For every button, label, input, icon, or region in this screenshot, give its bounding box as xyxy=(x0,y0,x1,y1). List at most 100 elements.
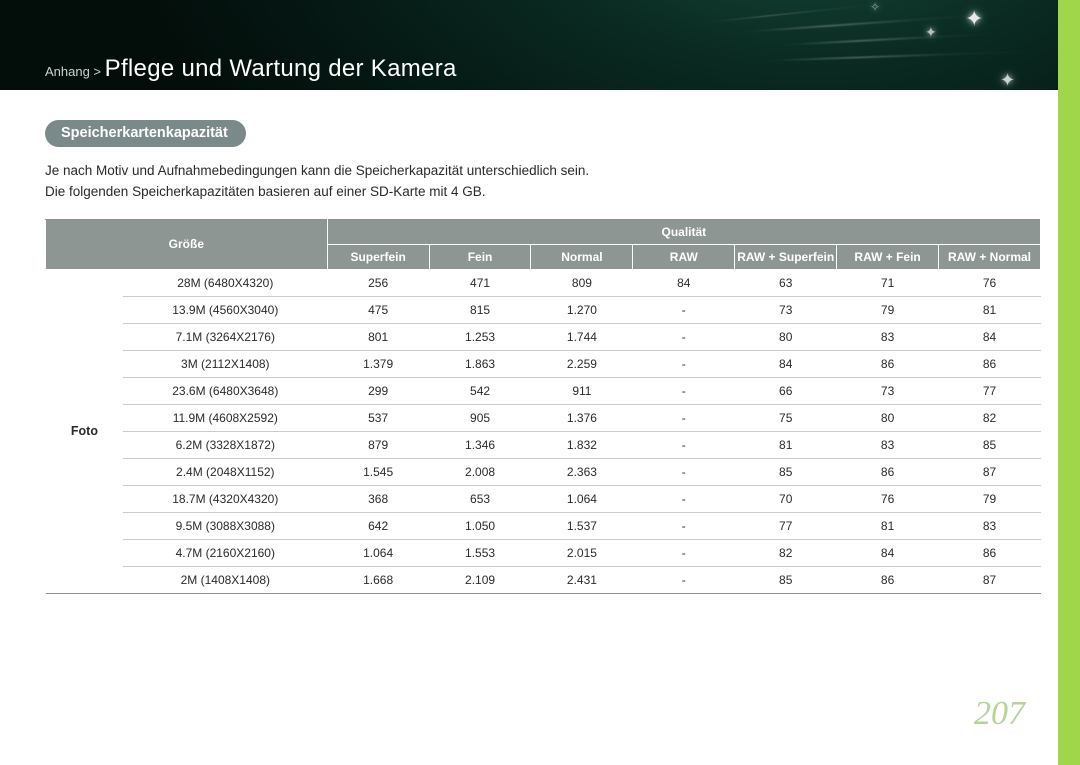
value-cell: 82 xyxy=(939,404,1041,431)
value-cell: - xyxy=(633,485,735,512)
value-cell: 84 xyxy=(939,323,1041,350)
value-cell: 71 xyxy=(837,269,939,296)
side-accent-bar xyxy=(1058,0,1080,765)
value-cell: 475 xyxy=(327,296,429,323)
value-cell: 86 xyxy=(939,350,1041,377)
value-cell: 2.109 xyxy=(429,566,531,593)
value-cell: 83 xyxy=(837,323,939,350)
value-cell: 84 xyxy=(735,350,837,377)
value-cell: 368 xyxy=(327,485,429,512)
value-cell: 299 xyxy=(327,377,429,404)
value-cell: 81 xyxy=(939,296,1041,323)
sparkle-icon: ✦ xyxy=(925,24,937,41)
size-cell: 13.9M (4560X3040) xyxy=(123,296,327,323)
value-cell: 63 xyxy=(735,269,837,296)
section-heading: Speicherkartenkapazität xyxy=(45,120,246,147)
value-cell: 82 xyxy=(735,539,837,566)
value-cell: - xyxy=(633,512,735,539)
th-quality-sub: Normal xyxy=(531,244,633,269)
value-cell: 2.363 xyxy=(531,458,633,485)
value-cell: - xyxy=(633,404,735,431)
table-row: 7.1M (3264X2176)8011.2531.744-808384 xyxy=(46,323,1041,350)
value-cell: 87 xyxy=(939,458,1041,485)
value-cell: 86 xyxy=(939,539,1041,566)
value-cell: 1.863 xyxy=(429,350,531,377)
value-cell: 1.376 xyxy=(531,404,633,431)
row-group-label: Foto xyxy=(46,269,124,593)
sparkle-icon: ✦ xyxy=(1000,70,1015,90)
value-cell: 1.050 xyxy=(429,512,531,539)
value-cell: - xyxy=(633,296,735,323)
sparkle-icon: ✧ xyxy=(870,0,880,14)
value-cell: - xyxy=(633,431,735,458)
capacity-table: Größe Qualität SuperfeinFeinNormalRAWRAW… xyxy=(45,219,1041,594)
value-cell: - xyxy=(633,377,735,404)
value-cell: 70 xyxy=(735,485,837,512)
value-cell: 76 xyxy=(837,485,939,512)
value-cell: 73 xyxy=(837,377,939,404)
table-row: 18.7M (4320X4320)3686531.064-707679 xyxy=(46,485,1041,512)
value-cell: 75 xyxy=(735,404,837,431)
content-area: Speicherkartenkapazität Je nach Motiv un… xyxy=(0,90,1080,594)
size-cell: 7.1M (3264X2176) xyxy=(123,323,327,350)
th-quality-sub: RAW + Fein xyxy=(837,244,939,269)
value-cell: 86 xyxy=(837,350,939,377)
value-cell: 1.064 xyxy=(327,539,429,566)
table-header: Größe Qualität SuperfeinFeinNormalRAWRAW… xyxy=(46,219,1041,269)
value-cell: - xyxy=(633,323,735,350)
value-cell: 801 xyxy=(327,323,429,350)
value-cell: 79 xyxy=(837,296,939,323)
value-cell: 537 xyxy=(327,404,429,431)
value-cell: 84 xyxy=(633,269,735,296)
table-row: 6.2M (3328X1872)8791.3461.832-818385 xyxy=(46,431,1041,458)
value-cell: 653 xyxy=(429,485,531,512)
value-cell: 83 xyxy=(939,512,1041,539)
value-cell: 80 xyxy=(837,404,939,431)
value-cell: 81 xyxy=(735,431,837,458)
table-row: 9.5M (3088X3088)6421.0501.537-778183 xyxy=(46,512,1041,539)
value-cell: 809 xyxy=(531,269,633,296)
size-cell: 2.4M (2048X1152) xyxy=(123,458,327,485)
value-cell: - xyxy=(633,350,735,377)
size-cell: 11.9M (4608X2592) xyxy=(123,404,327,431)
size-cell: 28M (6480X4320) xyxy=(123,269,327,296)
th-quality-sub: Fein xyxy=(429,244,531,269)
table-body: Foto28M (6480X4320)2564718098463717613.9… xyxy=(46,269,1041,593)
value-cell: 1.537 xyxy=(531,512,633,539)
value-cell: 77 xyxy=(939,377,1041,404)
value-cell: 879 xyxy=(327,431,429,458)
streak-decoration xyxy=(740,13,1000,33)
value-cell: 2.431 xyxy=(531,566,633,593)
th-quality-sub: Superfein xyxy=(327,244,429,269)
value-cell: 256 xyxy=(327,269,429,296)
value-cell: 1.270 xyxy=(531,296,633,323)
streak-decoration xyxy=(780,32,1010,46)
size-cell: 4.7M (2160X2160) xyxy=(123,539,327,566)
th-quality-sub: RAW + Superfein xyxy=(735,244,837,269)
value-cell: 2.015 xyxy=(531,539,633,566)
value-cell: 85 xyxy=(735,458,837,485)
page-title: Pflege und Wartung der Kamera xyxy=(105,55,457,82)
th-quality-sub: RAW xyxy=(633,244,735,269)
value-cell: 1.553 xyxy=(429,539,531,566)
value-cell: 76 xyxy=(939,269,1041,296)
value-cell: 2.008 xyxy=(429,458,531,485)
breadcrumb: Anhang > Pflege und Wartung der Kamera xyxy=(45,55,457,83)
table-row: 2M (1408X1408)1.6682.1092.431-858687 xyxy=(46,566,1041,593)
table-row: 4.7M (2160X2160)1.0641.5532.015-828486 xyxy=(46,539,1041,566)
value-cell: 73 xyxy=(735,296,837,323)
table-row: 13.9M (4560X3040)4758151.270-737981 xyxy=(46,296,1041,323)
value-cell: - xyxy=(633,566,735,593)
th-size: Größe xyxy=(46,219,328,269)
value-cell: 86 xyxy=(837,458,939,485)
size-cell: 23.6M (6480X3648) xyxy=(123,377,327,404)
size-cell: 3M (2112X1408) xyxy=(123,350,327,377)
table-row: Foto28M (6480X4320)25647180984637176 xyxy=(46,269,1041,296)
value-cell: 1.346 xyxy=(429,431,531,458)
page-number: 207 xyxy=(974,695,1025,733)
value-cell: 86 xyxy=(837,566,939,593)
value-cell: 85 xyxy=(939,431,1041,458)
table-row: 11.9M (4608X2592)5379051.376-758082 xyxy=(46,404,1041,431)
value-cell: 1.744 xyxy=(531,323,633,350)
value-cell: 80 xyxy=(735,323,837,350)
